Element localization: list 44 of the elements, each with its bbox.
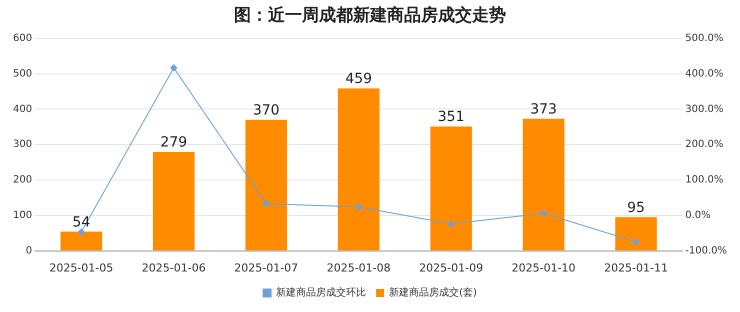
data-label: 279 [160,134,188,151]
x-tick-label: 2025-01-11 [604,261,668,274]
bar [430,126,472,250]
x-tick-label: 2025-01-06 [142,261,206,274]
y2-tick-label: 0.0% [685,210,711,221]
y2-tick-label: 500.0% [685,32,724,44]
point [448,220,455,228]
data-label: 370 [252,102,280,118]
y-tick-label: 400 [12,104,32,115]
data-label: 373 [530,101,557,118]
point [355,203,362,210]
y2-tick-label: 300.0% [685,104,724,115]
bar [615,217,657,250]
data-label: 351 [438,109,464,126]
y-tick-label: 500 [12,68,32,80]
y-tick-label: 300 [12,139,32,150]
data-label: 459 [345,70,372,87]
point [540,210,548,217]
legend-label: 新建商品房成交(套) [389,286,477,299]
y-tick-label: 100 [12,210,32,221]
bar [152,152,195,250]
y2-tick-label: 400.0% [685,68,724,80]
y-tick-label: 200 [12,174,32,186]
bar [338,88,380,250]
chart-title: 图：近一周成都新建商品房成交走势 [234,6,506,26]
bar [522,118,564,250]
x-tick-label: 2025-01-09 [419,261,484,274]
bar [60,232,102,250]
y-tick-label: 600 [12,32,32,44]
y2-tick-label: 200.0% [685,139,724,150]
x-tick-label: 2025-01-10 [512,261,576,274]
point [78,228,85,236]
x-tick-label: 2025-01-05 [49,261,114,274]
bar [245,120,288,250]
point [170,64,178,72]
point [262,200,270,208]
y2-tick-label: 100.0% [685,174,724,186]
x-tick-label: 2025-01-08 [326,261,391,274]
y-tick-label: 0 [26,245,32,256]
point [632,238,640,246]
y2-tick-label: -100.0% [685,245,728,256]
legend-label: 新建商品房成交环比 [276,286,366,299]
x-tick-label: 2025-01-07 [234,261,298,274]
data-label: 95 [627,200,645,216]
